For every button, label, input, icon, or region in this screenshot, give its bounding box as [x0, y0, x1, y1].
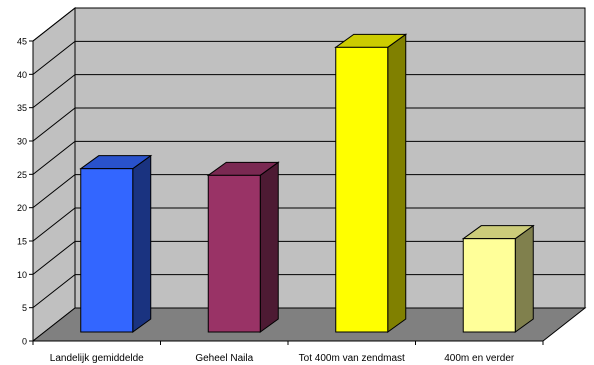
x-tick-label: 400m en verder — [444, 353, 515, 364]
bar-side — [132, 154, 152, 333]
y-tick-label: 10 — [17, 270, 27, 280]
gridline — [32, 140, 585, 175]
bar-front — [80, 168, 134, 333]
chart-floor — [31, 307, 587, 342]
gridline — [32, 240, 585, 275]
x-tick-label: Tot 400m van zendmast — [299, 353, 405, 364]
gridlines — [32, 7, 585, 309]
bar — [79, 154, 153, 333]
bar — [206, 161, 280, 333]
y-tick-label: 30 — [17, 137, 27, 147]
x-tick-labels: Landelijk gemiddelde Geheel Naila Tot 400m… — [50, 353, 515, 364]
y-tick-label: 40 — [17, 70, 27, 80]
gridline — [32, 174, 585, 209]
y-axis — [29, 40, 544, 345]
x-tick-label: Geheel Naila — [195, 353, 253, 364]
y-tick-label: 25 — [17, 170, 27, 180]
gridline — [32, 274, 585, 309]
gridline — [32, 74, 585, 109]
y-tick-label: 0 — [22, 337, 27, 347]
bar-front — [335, 46, 389, 333]
gridline — [32, 207, 585, 242]
bar — [334, 33, 408, 333]
bar-front — [462, 238, 516, 333]
bar — [461, 224, 535, 333]
bars — [79, 33, 535, 333]
y-tick-label: 15 — [17, 237, 27, 247]
bar-side — [514, 224, 534, 333]
y-tick-label: 5 — [22, 303, 27, 313]
x-tick-label: Landelijk gemiddelde — [50, 353, 144, 364]
gridline — [32, 7, 585, 42]
y-tick-label: 45 — [17, 37, 27, 47]
bar-side — [259, 161, 279, 333]
bar-front — [207, 174, 261, 333]
bar-side — [387, 33, 407, 333]
y-tick-label: 35 — [17, 103, 27, 113]
y-tick-label: 20 — [17, 203, 27, 213]
gridline — [32, 107, 585, 142]
y-tick-labels: 0 5 10 15 20 25 30 35 40 45 — [17, 37, 27, 347]
gridline — [32, 40, 585, 75]
